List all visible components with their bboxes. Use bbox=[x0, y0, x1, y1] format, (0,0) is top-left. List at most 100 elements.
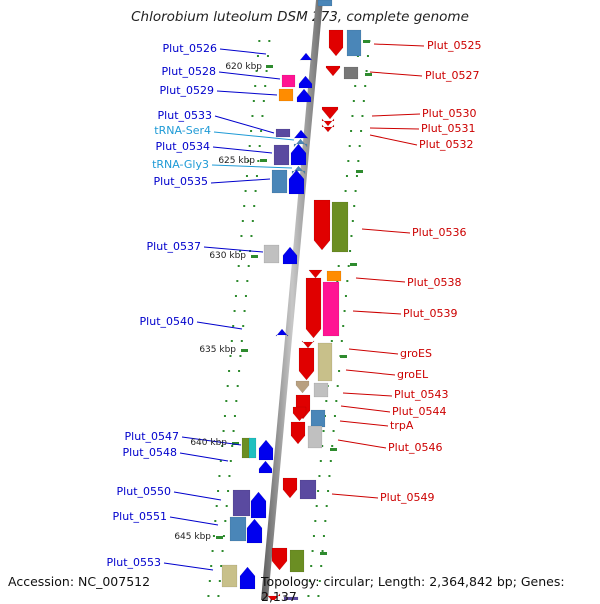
gene-block bbox=[307, 425, 323, 449]
gene-label-groes[interactable]: groES bbox=[400, 347, 432, 360]
left-gene-labels: Plut_0526 Plut_0528 Plut_0529 Plut_0533 … bbox=[107, 42, 217, 569]
gene-label-plut-0537[interactable]: Plut_0537 bbox=[147, 240, 201, 253]
gene-block bbox=[321, 118, 335, 127]
gene-block bbox=[321, 124, 335, 133]
track-dot bbox=[218, 580, 221, 582]
track-dot bbox=[347, 265, 350, 267]
track-dot bbox=[343, 310, 346, 312]
track-dot bbox=[327, 490, 330, 492]
gene-block bbox=[313, 382, 329, 398]
track-dot bbox=[322, 430, 325, 432]
gene-label-plut-0531[interactable]: Plut_0531 bbox=[421, 122, 475, 135]
gene-block bbox=[273, 144, 290, 166]
gene-label-plut-0532[interactable]: Plut_0532 bbox=[419, 138, 473, 151]
gene-block bbox=[317, 0, 333, 7]
gene-label-groel[interactable]: groEL bbox=[397, 368, 429, 381]
leader-line bbox=[214, 115, 275, 134]
gene-block bbox=[265, 592, 281, 600]
gene-block bbox=[313, 199, 331, 251]
gene-block bbox=[325, 65, 341, 77]
gene-label-plut-0535[interactable]: Plut_0535 bbox=[154, 175, 208, 188]
leader-line bbox=[369, 127, 420, 130]
gene-label-plut-0525[interactable]: Plut_0525 bbox=[427, 39, 481, 52]
gene-label-plut-0543[interactable]: Plut_0543 bbox=[394, 388, 448, 401]
track-dot bbox=[358, 145, 361, 147]
gene-block bbox=[296, 88, 312, 103]
track-dot bbox=[335, 400, 338, 402]
gene-block bbox=[248, 437, 257, 459]
gene-label-plut-0529[interactable]: Plut_0529 bbox=[160, 84, 214, 97]
track-dot bbox=[320, 565, 323, 567]
gene-block bbox=[292, 406, 307, 422]
gene-block bbox=[308, 269, 323, 279]
gene-label-plut-0539[interactable]: Plut_0539 bbox=[403, 307, 457, 320]
track-dot bbox=[253, 205, 256, 207]
gene-label-plut-0546[interactable]: Plut_0546 bbox=[388, 441, 442, 454]
track-dot bbox=[236, 385, 239, 387]
leader-line bbox=[331, 493, 379, 499]
gene-block bbox=[290, 421, 306, 445]
gene-block bbox=[275, 328, 289, 337]
gene-label-plut-0551[interactable]: Plut_0551 bbox=[113, 510, 167, 523]
leader-line bbox=[163, 562, 214, 571]
track-dot bbox=[333, 415, 336, 417]
gene-block bbox=[301, 340, 315, 349]
genome-backbone bbox=[261, 0, 323, 600]
gene-label-trna-gly3[interactable]: tRNA-Gly3 bbox=[152, 158, 209, 171]
gene-block bbox=[298, 75, 313, 89]
leader-line bbox=[342, 392, 393, 397]
gene-label-plut-0536[interactable]: Plut_0536 bbox=[412, 226, 466, 239]
track-dot bbox=[338, 370, 341, 372]
gene-label-plut-0534[interactable]: Plut_0534 bbox=[156, 140, 210, 153]
track-dot bbox=[365, 70, 368, 72]
gene-block bbox=[291, 165, 306, 175]
gene-label-plut-0530[interactable]: Plut_0530 bbox=[422, 107, 476, 120]
gene-block bbox=[317, 342, 333, 382]
track-dot bbox=[225, 505, 228, 507]
gene-label-plut-0533[interactable]: Plut_0533 bbox=[158, 109, 212, 122]
track-dot bbox=[232, 430, 235, 432]
gene-label-plut-0547[interactable]: Plut_0547 bbox=[125, 430, 179, 443]
gene-label-plut-0528[interactable]: Plut_0528 bbox=[162, 65, 216, 78]
gene-label-plut-0538[interactable]: Plut_0538 bbox=[407, 276, 461, 289]
gene-label-plut-0526[interactable]: Plut_0526 bbox=[163, 42, 217, 55]
gene-label-plut-0540[interactable]: Plut_0540 bbox=[140, 315, 194, 328]
track-dot bbox=[252, 100, 255, 102]
gene-block bbox=[258, 439, 274, 461]
track-dot bbox=[220, 565, 223, 567]
gene-label-plut-0553[interactable]: Plut_0553 bbox=[107, 556, 161, 569]
gene-label-trna-ser4[interactable]: tRNA-Ser4 bbox=[154, 124, 211, 137]
accession-text: Accession: NC_007512 bbox=[8, 574, 151, 589]
scale-tick bbox=[232, 442, 239, 445]
track-dot bbox=[325, 505, 328, 507]
track-dot bbox=[344, 295, 347, 297]
track-dot bbox=[231, 445, 234, 447]
track-dot bbox=[351, 115, 354, 117]
scale-label: 635 kbp bbox=[199, 345, 236, 355]
track-dot bbox=[353, 205, 356, 207]
track-dot bbox=[366, 55, 369, 57]
gene-block bbox=[322, 281, 340, 337]
gene-label-plut-0527[interactable]: Plut_0527 bbox=[425, 69, 479, 82]
gene-block bbox=[271, 169, 288, 194]
track-dot bbox=[262, 100, 265, 102]
gene-label-plut-0548[interactable]: Plut_0548 bbox=[123, 446, 177, 459]
gene-block bbox=[263, 244, 280, 264]
track-dot bbox=[318, 580, 321, 582]
track-dot bbox=[221, 445, 224, 447]
gene-label-plut-0550[interactable]: Plut_0550 bbox=[117, 485, 171, 498]
gene-label-plut-0544[interactable]: Plut_0544 bbox=[392, 405, 446, 418]
track-dot bbox=[256, 55, 259, 57]
gene-block bbox=[232, 489, 251, 517]
leader-line bbox=[169, 516, 219, 526]
track-dot bbox=[228, 370, 231, 372]
gene-label-trpa[interactable]: trpA bbox=[390, 419, 414, 432]
track-dot bbox=[230, 340, 233, 342]
gene-label-plut-0549[interactable]: Plut_0549 bbox=[380, 491, 434, 504]
track-dot bbox=[337, 265, 340, 267]
gene-block bbox=[239, 566, 256, 590]
scale-tick bbox=[241, 349, 248, 352]
track-dot bbox=[211, 550, 214, 552]
track-dot bbox=[243, 310, 246, 312]
